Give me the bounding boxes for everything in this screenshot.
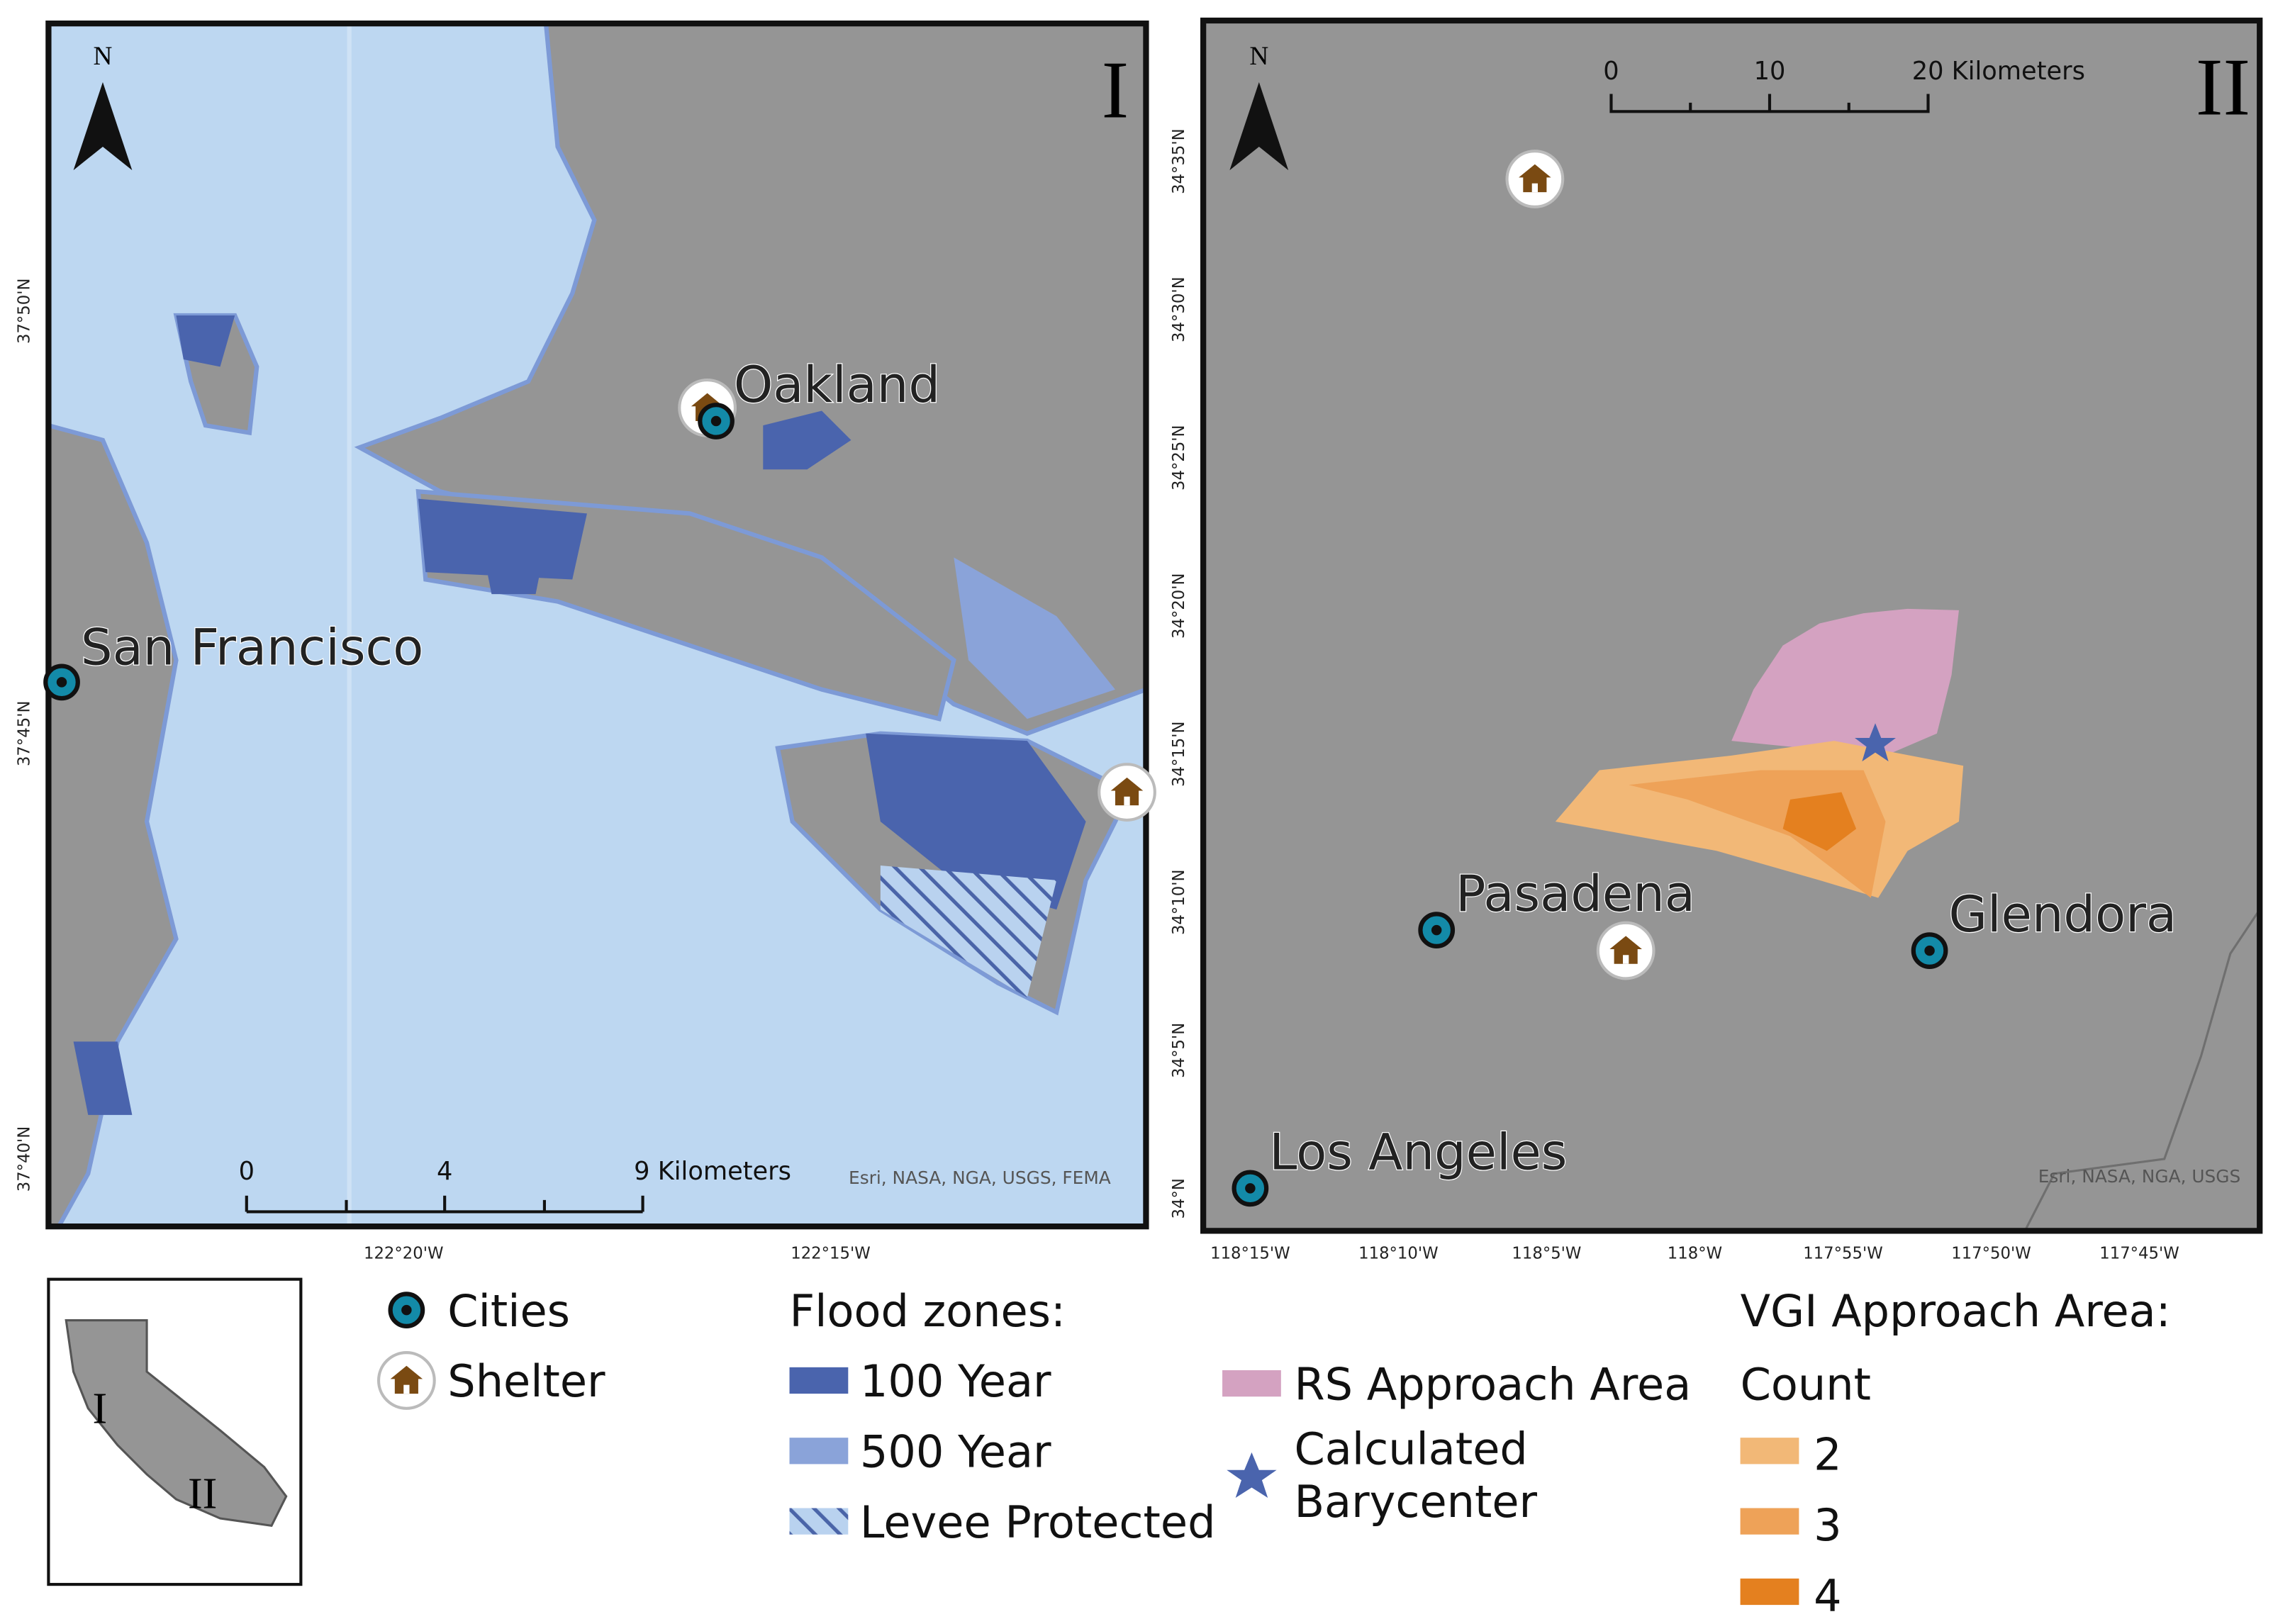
lon-label: 117°55'W bbox=[1803, 1245, 1883, 1263]
legend-label: RS Approach Area bbox=[1294, 1358, 1691, 1410]
lon-label: 118°10'W bbox=[1358, 1245, 1439, 1263]
legend-label: Barycenter bbox=[1294, 1476, 1537, 1528]
attribution: Esri, NASA, NGA, USGS bbox=[2038, 1166, 2241, 1187]
lon-label: 118°5'W bbox=[1512, 1245, 1581, 1263]
legend-label: Levee Protected bbox=[860, 1496, 1216, 1548]
lat-label: 34°15'N bbox=[1170, 721, 1188, 787]
scale-label: 0 bbox=[239, 1157, 255, 1186]
lon-label: 117°45'W bbox=[2099, 1245, 2179, 1263]
legend-label: 2 bbox=[1814, 1429, 1842, 1481]
city-label: Glendora bbox=[1948, 885, 2177, 943]
lat-label: 37°50'N bbox=[15, 278, 33, 344]
legend-label: Shelter bbox=[447, 1355, 605, 1407]
city-label: San Francisco bbox=[81, 619, 423, 677]
inset-label: II bbox=[188, 1470, 217, 1518]
inset-map: I II bbox=[47, 1277, 303, 1586]
legend-label: 3 bbox=[1814, 1499, 1842, 1551]
lat-label: 34°20'N bbox=[1170, 573, 1188, 639]
legend-label: Calculated bbox=[1294, 1423, 1527, 1474]
legend-label: 100 Year bbox=[860, 1355, 1051, 1407]
city-label: Pasadena bbox=[1456, 865, 1695, 923]
scale-label: 10 bbox=[1754, 57, 1786, 86]
city-label: Oakland bbox=[734, 356, 940, 414]
lon-label: 122°15'W bbox=[791, 1245, 871, 1263]
panel-label: II bbox=[2196, 42, 2250, 133]
lon-label: 122°20'W bbox=[364, 1245, 443, 1263]
legend-label: 500 Year bbox=[860, 1426, 1051, 1478]
panel-2: N II 0 10 20 Kilometers Pasadena Glendor… bbox=[1170, 17, 2263, 1263]
attribution: Esri, NASA, NGA, USGS, FEMA bbox=[849, 1167, 1111, 1188]
legend-label: 4 bbox=[1814, 1569, 1842, 1621]
lat-label: 34°N bbox=[1170, 1178, 1188, 1219]
legend-title: Flood zones: bbox=[790, 1285, 1066, 1337]
lat-label: 34°35'N bbox=[1170, 128, 1188, 194]
scale-label: 4 bbox=[437, 1157, 452, 1186]
lon-label: 118°15'W bbox=[1210, 1245, 1290, 1263]
north-label: N bbox=[94, 42, 113, 71]
scale-label: 20 Kilometers bbox=[1912, 57, 2085, 86]
lat-label: 34°30'N bbox=[1170, 276, 1188, 342]
scale-label: 9 Kilometers bbox=[634, 1157, 791, 1186]
legend-label: Cities bbox=[447, 1285, 570, 1337]
scale-label: 0 bbox=[1603, 57, 1619, 86]
legend-title: VGI Approach Area: bbox=[1741, 1285, 2171, 1337]
panel-1: N I Oakland San Francisco 0 4 9 Kilomete… bbox=[15, 20, 1154, 1263]
north-label: N bbox=[1249, 42, 1268, 71]
lon-label: 117°50'W bbox=[1951, 1245, 2031, 1263]
lat-label: 34°5'N bbox=[1170, 1023, 1188, 1078]
panel-label: I bbox=[1102, 45, 1129, 136]
legend-title: Count bbox=[1741, 1358, 1871, 1410]
lat-label: 37°45'N bbox=[15, 701, 33, 767]
city-label: Los Angeles bbox=[1269, 1123, 1567, 1181]
inset-label: I bbox=[92, 1384, 107, 1433]
lon-label: 118°W bbox=[1668, 1245, 1722, 1263]
lat-label: 34°25'N bbox=[1170, 425, 1188, 491]
lat-label: 34°10'N bbox=[1170, 870, 1188, 936]
lat-label: 37°40'N bbox=[15, 1126, 33, 1192]
legend: Cities Shelter Flood zones: 100 Year 500… bbox=[379, 1285, 2171, 1621]
